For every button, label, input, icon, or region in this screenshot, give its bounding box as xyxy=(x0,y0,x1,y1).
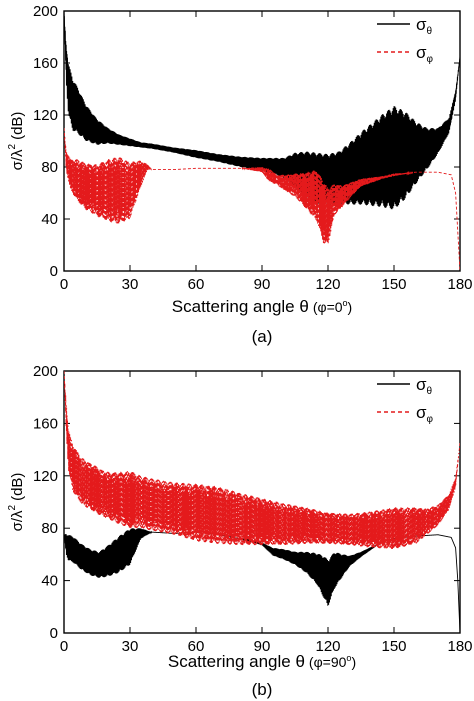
panel-a-y-axis-label: σ/λ2(dB) xyxy=(7,112,26,171)
panel-b-x-tick-label: 120 xyxy=(315,638,340,655)
panel-a: 0 30 60 90 120 150 180 0 40 80 120 160 200 σθ σφ σ/… xyxy=(7,3,473,346)
panel-b-y-tick-label: 80 xyxy=(41,520,58,537)
panel-b-x-tick-label: 150 xyxy=(381,638,406,655)
panel-a-y-tick-label: 120 xyxy=(33,107,58,124)
panel-b-x-tick-label: 180 xyxy=(447,638,472,655)
panel-b-legend-label-phi: σφ xyxy=(416,403,434,425)
panel-b-y-tick-label: 160 xyxy=(33,415,58,432)
panel-b-y-tick-label: 40 xyxy=(41,573,58,590)
panel-a-x-axis-label: Scattering angle θ (φ=0o) xyxy=(172,297,352,316)
panel-a-x-tick-label: 180 xyxy=(447,276,472,293)
panel-a-x-tick-label: 30 xyxy=(122,276,139,293)
panel-a-x-tick-label: 150 xyxy=(381,276,406,293)
panel-a-y-tick-label: 160 xyxy=(33,55,58,72)
panel-b-x-tick-label: 30 xyxy=(122,638,139,655)
panel-a-y-tick-label: 0 xyxy=(50,263,58,280)
panel-b-x-tick-label: 0 xyxy=(60,638,68,655)
panel-b-y-tick-label: 0 xyxy=(50,625,58,642)
panel-b-series xyxy=(64,371,460,633)
panel-b-x-tick-label: 90 xyxy=(254,638,271,655)
panel-a-x-tick-label: 60 xyxy=(188,276,205,293)
panel-a-y-tick-label: 80 xyxy=(41,159,58,176)
panel-a-series xyxy=(64,11,460,271)
panel-b-y-ticks: 0 40 80 120 160 200 xyxy=(33,363,460,642)
panel-a-y-tick-label: 40 xyxy=(41,211,58,228)
panel-a-x-tick-label: 120 xyxy=(315,276,340,293)
panel-a-caption: (a) xyxy=(252,327,273,346)
panel-b-y-axis-label: σ/λ2(dB) xyxy=(7,473,26,532)
panel-a-x-tick-label: 90 xyxy=(254,276,271,293)
panel-a-series-sigma-theta-line xyxy=(64,11,460,210)
panel-b-x-axis-label: Scattering angle θ (φ=90o) xyxy=(168,652,356,671)
panel-a-legend-label-theta: σθ xyxy=(416,15,433,37)
panel-a-y-ticks: 0 40 80 120 160 200 xyxy=(33,3,460,280)
panel-a-x-ticks: 0 30 60 90 120 150 180 xyxy=(60,11,473,293)
panel-b-legend: σθ σφ xyxy=(377,375,434,425)
panel-a-legend: σθ σφ xyxy=(377,15,434,65)
panel-a-x-tick-label: 0 xyxy=(60,276,68,293)
panel-b-y-tick-label: 200 xyxy=(33,363,58,380)
panel-b-series-sigma-phi-line xyxy=(64,371,460,550)
panel-a-y-tick-label: 200 xyxy=(33,3,58,20)
panel-b-x-ticks: 0 30 60 90 120 150 180 xyxy=(60,371,473,655)
panel-b-legend-label-theta: σθ xyxy=(416,375,433,397)
panel-a-series-sigma-phi-line xyxy=(64,127,460,271)
panel-b-x-tick-label: 60 xyxy=(188,638,205,655)
panel-b: 0 30 60 90 120 150 180 0 40 80 120 160 200 σθ σφ σ/… xyxy=(7,363,473,699)
panel-a-legend-label-phi: σφ xyxy=(416,43,434,65)
panel-b-y-tick-label: 120 xyxy=(33,468,58,485)
panel-b-caption: (b) xyxy=(252,680,273,699)
